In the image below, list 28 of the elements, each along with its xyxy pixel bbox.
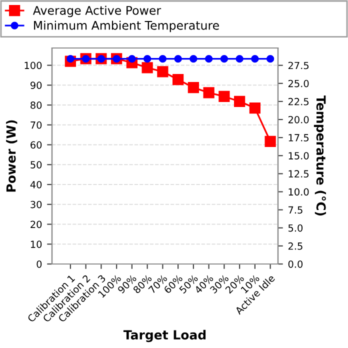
legend-label: Average Active Power (32, 6, 162, 18)
y2-tick-label: 10.0 (288, 188, 309, 196)
y-tick-label: 0 (36, 260, 42, 268)
y2-tick-label: 15.0 (288, 152, 309, 160)
y-tick-label: 20 (30, 220, 42, 228)
y-tick-label: 70 (30, 121, 42, 129)
y2-tick-label: 25.0 (288, 80, 309, 88)
y2-tick-label: 5.0 (288, 224, 303, 232)
y-tick-label: 60 (30, 141, 42, 149)
y2-tick-label: 12.5 (288, 170, 309, 178)
y-tick-label: 80 (30, 102, 42, 109)
x-axis-title: Target Load (123, 330, 206, 342)
y2-tick-label: 17.5 (288, 134, 309, 142)
y-tick-label: 50 (30, 161, 42, 168)
y2-tick-label: 2.5 (288, 242, 302, 250)
y-axis-title: Power (W) (6, 120, 18, 192)
y-tick-label: 90 (30, 82, 42, 89)
y2-tick-label: 27.5 (288, 62, 309, 70)
y2-tick-label: 0.0 (288, 260, 303, 268)
y-tick-label: 30 (30, 200, 42, 208)
y2-axis-title: Temperature (°C) (314, 96, 326, 216)
y2-tick-label: 22.5 (288, 98, 309, 106)
y-tick-label: 40 (30, 180, 42, 188)
legend-label: Minimum Ambient Temperature (34, 20, 219, 32)
y2-tick-label: 20.0 (288, 116, 309, 124)
y-tick-label: 10 (30, 240, 42, 248)
y-tick-label: 100 (24, 62, 42, 70)
y2-tick-label: 7.5 (288, 206, 302, 214)
